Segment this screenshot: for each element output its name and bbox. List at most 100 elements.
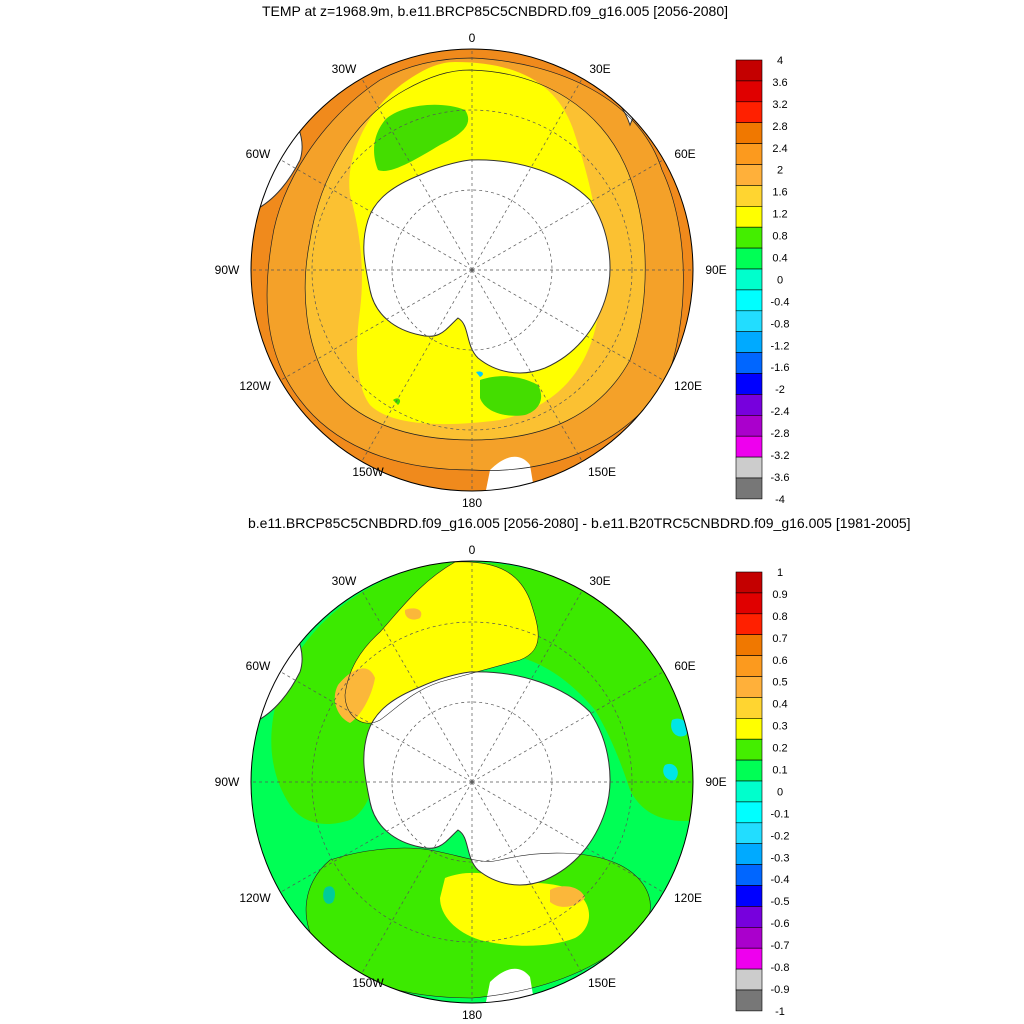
colorbar-label: 0: [777, 786, 783, 798]
colorbar-box: [735, 456, 763, 479]
colorbar-label: 0.8: [772, 611, 787, 623]
colorbar-box: [735, 164, 763, 186]
p2-lon-label-120e: 120E: [674, 891, 702, 905]
colorbar-box: [735, 676, 763, 698]
colorbar-label: 0.1: [772, 765, 787, 777]
colorbar-box: [735, 571, 763, 594]
p1-cyan-dot: [476, 371, 483, 377]
colorbar-label: -2.8: [771, 428, 790, 440]
colorbar-label: -0.7: [771, 940, 790, 952]
p1-map-border: [250, 48, 694, 492]
colorbar-label: -0.4: [771, 296, 790, 308]
colorbar-label: -1.2: [771, 340, 790, 352]
colorbar-label: -2.4: [771, 406, 790, 418]
colorbar-box: [735, 822, 763, 844]
p2-lon-label-180: 180: [462, 1008, 482, 1022]
p1-graticule: [251, 49, 693, 491]
colorbar-label: -3.2: [771, 450, 790, 462]
colorbar-label: -0.2: [771, 830, 790, 842]
p2-lon-label-30w: 30W: [332, 574, 357, 588]
colorbar-label: 3.6: [772, 77, 787, 89]
p2-lon-label-0: 0: [469, 543, 476, 557]
colorbar-label: 0.5: [772, 677, 787, 689]
panel2-title: b.e11.BRCP85C5CNBDRD.f09_g16.005 [2056-2…: [248, 515, 911, 531]
p1-green-patch-north: [374, 104, 469, 171]
p1-lon-label-180: 180: [462, 496, 482, 510]
colorbar-label: -1.6: [771, 362, 790, 374]
p2-band-yellow-north: [345, 561, 539, 724]
p2-colorbar: 1 0.9 0.8 0.7 0.6 0.5 0.4 0.3 0.2 0.1 0 -0.1 -0.2 -0.…: [735, 567, 790, 1018]
colorbar-box: [735, 247, 763, 270]
colorbar-label: 2.4: [772, 143, 787, 155]
colorbar-label: -0.5: [771, 896, 790, 908]
p2-orange-patch-3: [550, 886, 585, 907]
panel1-title: TEMP at z=1968.9m, b.e11.BRCP85C5CNBDRD.…: [261, 3, 729, 19]
colorbar-label: 2.8: [772, 121, 787, 133]
colorbar-label: 1: [777, 567, 783, 579]
p2-graticule: [251, 561, 693, 1003]
colorbar-label: 4: [777, 55, 783, 67]
colorbar-label: 0.4: [772, 699, 787, 711]
colorbar-box: [735, 59, 763, 82]
colorbar-box: [735, 185, 763, 207]
colorbar-box: [735, 373, 763, 395]
colorbar-box: [735, 414, 763, 437]
colorbar-box: [735, 634, 763, 656]
colorbar-box: [735, 206, 763, 228]
colorbar-box: [735, 926, 763, 949]
colorbar-label: -0.6: [771, 918, 790, 930]
p1-lon-label-90w: 90W: [215, 263, 240, 277]
panel2-map: 0 30E 60E 90E 120E 150E 180 150W 120W 90…: [215, 543, 790, 1022]
colorbar-label: -1: [775, 1006, 785, 1018]
colorbar-box: [735, 352, 763, 374]
p1-lon-label-60e: 60E: [674, 147, 695, 161]
colorbar-box: [735, 885, 763, 907]
p2-lon-label-90e: 90E: [705, 775, 726, 789]
colorbar-box: [735, 843, 763, 865]
colorbar-box: [735, 80, 763, 103]
colorbar-box: [735, 268, 763, 291]
colorbar-label: 1.6: [772, 187, 787, 199]
colorbar-label: 0.2: [772, 743, 787, 755]
p2-lon-label-90w: 90W: [215, 775, 240, 789]
p1-green-patch-south: [480, 376, 542, 416]
p1-contour-lines: [266, 57, 684, 471]
p1-lon-label-30w: 30W: [332, 62, 357, 76]
colorbar-box: [735, 697, 763, 719]
p2-lon-label-150e: 150E: [588, 976, 616, 990]
colorbar-label: 0.9: [772, 589, 787, 601]
p2-lon-label-150w: 150W: [352, 976, 384, 990]
colorbar-label: -0.4: [771, 874, 790, 886]
p1-lon-label-90e: 90E: [705, 263, 726, 277]
p2-lon-label-60e: 60E: [674, 659, 695, 673]
p2-cyan-blob-2: [663, 763, 678, 781]
colorbar-label: -4: [775, 494, 785, 506]
p2-lon-label-30e: 30E: [589, 574, 610, 588]
panel1-map: 0 30E 60E 90E 120E 150E 180 150W 120W 90…: [215, 31, 790, 510]
colorbar-box: [735, 947, 763, 970]
p1-lon-label-150w: 150W: [352, 465, 384, 479]
colorbar-label: 0.7: [772, 633, 787, 645]
colorbar-box: [735, 310, 763, 332]
colorbar-box: [735, 331, 763, 353]
p1-lon-label-0: 0: [469, 31, 476, 45]
colorbar-label: -0.1: [771, 808, 790, 820]
colorbar-box: [735, 864, 763, 886]
p1-lon-label-120w: 120W: [239, 379, 271, 393]
colorbar-label: -0.8: [771, 318, 790, 330]
colorbar-box: [735, 394, 763, 416]
colorbar-box: [735, 738, 763, 761]
colorbar-label: -3.6: [771, 472, 790, 484]
colorbar-box: [735, 289, 763, 312]
colorbar-label: -0.3: [771, 852, 790, 864]
colorbar-label: 3.2: [772, 99, 787, 111]
colorbar-box: [735, 477, 763, 500]
p1-lon-label-120e: 120E: [674, 379, 702, 393]
colorbar-box: [735, 143, 763, 165]
colorbar-box: [735, 122, 763, 144]
p2-cyan-blob-1: [671, 718, 688, 737]
colorbar-box: [735, 226, 763, 249]
colorbar-box: [735, 906, 763, 928]
p2-teal-blob: [323, 886, 336, 904]
colorbar-box: [735, 968, 763, 991]
